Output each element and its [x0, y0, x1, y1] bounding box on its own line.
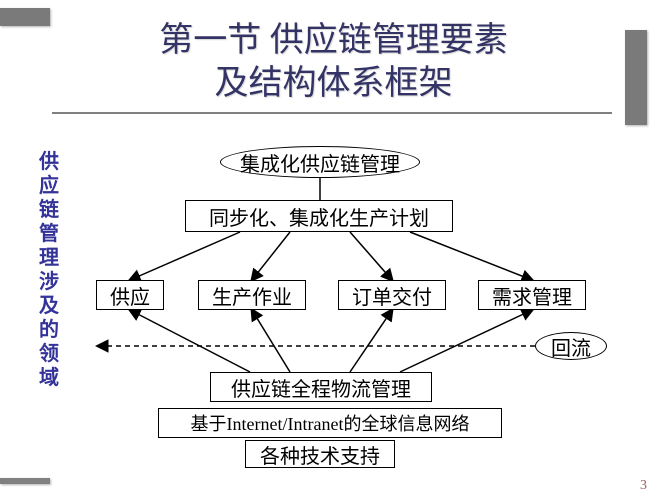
node-label: 生产作业 — [212, 281, 292, 310]
page-number: 3 — [640, 478, 647, 494]
node-integrated-scm: 集成化供应链管理 — [220, 146, 420, 178]
node-label: 需求管理 — [492, 281, 572, 310]
node-order-delivery: 订单交付 — [338, 280, 446, 310]
node-production: 生产作业 — [198, 280, 306, 310]
node-label: 供应链全程物流管理 — [231, 373, 411, 402]
node-internet-network: 基于Internet/Intranet的全球信息网络 — [158, 408, 502, 438]
node-demand-mgmt: 需求管理 — [478, 280, 586, 310]
node-label: 回流 — [551, 332, 591, 361]
node-sync-plan: 同步化、集成化生产计划 — [185, 200, 453, 232]
node-label: 集成化供应链管理 — [240, 148, 400, 177]
node-label: 供应 — [110, 281, 150, 310]
title-line2: 及结构体系框架 — [215, 65, 453, 102]
node-tech-support: 各种技术支持 — [245, 440, 395, 468]
node-label: 同步化、集成化生产计划 — [209, 202, 429, 231]
node-return-flow: 回流 — [535, 332, 607, 360]
node-label: 基于Internet/Intranet的全球信息网络 — [191, 410, 470, 436]
flowchart-diagram: 集成化供应链管理 同步化、集成化生产计划 供应 生产作业 订单交付 需求管理 回… — [90, 140, 650, 480]
node-supply: 供应 — [96, 280, 164, 310]
title-underline — [52, 112, 612, 114]
side-vertical-label: 供应链管理涉及的领域 — [38, 150, 60, 390]
decoration-bar-bottom — [0, 478, 50, 484]
title-line1: 第一节 供应链管理要素 — [159, 22, 508, 59]
node-label: 各种技术支持 — [260, 440, 380, 469]
node-logistics-mgmt: 供应链全程物流管理 — [210, 372, 432, 402]
node-label: 订单交付 — [352, 281, 432, 310]
slide-title: 第一节 供应链管理要素 及结构体系框架 — [0, 20, 667, 105]
